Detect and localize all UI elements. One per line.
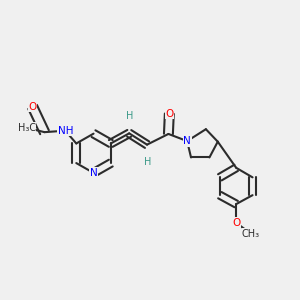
Text: H: H bbox=[126, 111, 134, 121]
Text: O: O bbox=[165, 109, 173, 119]
Text: N: N bbox=[90, 168, 98, 178]
Text: H: H bbox=[144, 157, 151, 167]
Text: O: O bbox=[28, 102, 37, 112]
Text: O: O bbox=[232, 218, 240, 228]
Text: NH: NH bbox=[58, 126, 73, 136]
Text: N: N bbox=[183, 136, 191, 146]
Text: H₃C: H₃C bbox=[18, 123, 36, 133]
Text: CH₃: CH₃ bbox=[242, 229, 260, 239]
